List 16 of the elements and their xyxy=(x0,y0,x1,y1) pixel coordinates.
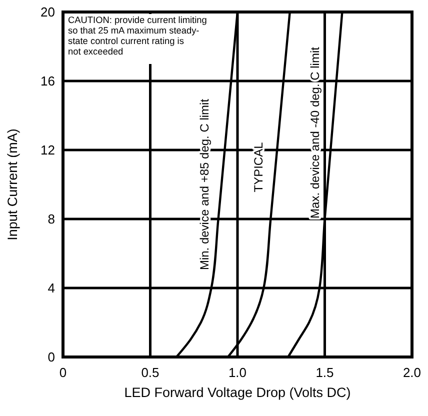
x-tick-label: 1.0 xyxy=(228,365,247,380)
annotation: CAUTION: provide current limiting so that 25 mA maximum steady-state control current rating is not exceeded xyxy=(68,15,207,56)
x-tick-label: 2.0 xyxy=(402,365,422,380)
y-axis-title: Input Current (mA) xyxy=(5,128,20,240)
text: Min. device and +85 deg. C limit xyxy=(198,98,212,270)
y-tick-label: 8 xyxy=(48,212,55,226)
x-tick-label: 1.5 xyxy=(316,365,334,380)
y-tick-label: 12 xyxy=(40,142,55,158)
y-tick-label: 0 xyxy=(48,350,55,364)
y-tick-label: 20 xyxy=(40,4,55,20)
x-tick-label: 0.5 xyxy=(141,365,160,380)
y-tick-label: 16 xyxy=(40,74,55,88)
y-tick-label: 4 xyxy=(48,280,55,296)
x-axis-title: LED Forward Voltage Drop (Volts DC) xyxy=(124,385,351,400)
text: TYPICAL xyxy=(251,142,266,192)
x-tick-label: 0 xyxy=(59,365,67,380)
